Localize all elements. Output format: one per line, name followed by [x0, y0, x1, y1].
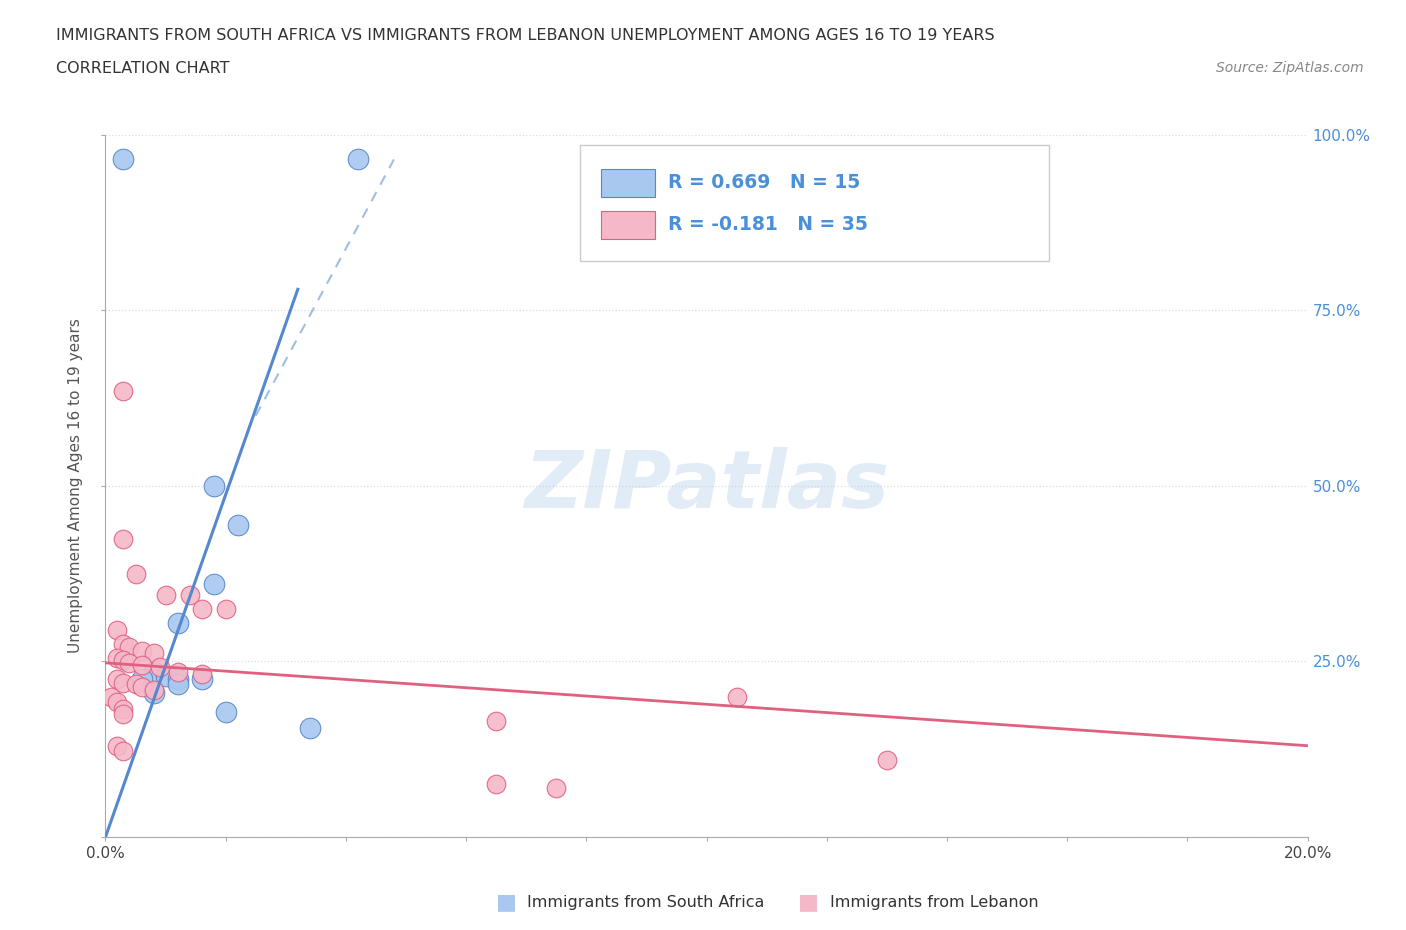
Y-axis label: Unemployment Among Ages 16 to 19 years: Unemployment Among Ages 16 to 19 years: [67, 318, 83, 654]
Point: [214, 705, 236, 720]
Point: [107, 671, 129, 686]
Point: [725, 689, 748, 704]
Point: [131, 658, 153, 672]
Bar: [600, 211, 655, 239]
Point: [485, 777, 508, 791]
Point: [876, 752, 898, 767]
Point: [226, 517, 249, 532]
Point: [112, 675, 135, 690]
Text: IMMIGRANTS FROM SOUTH AFRICA VS IMMIGRANTS FROM LEBANON UNEMPLOYMENT AMONG AGES : IMMIGRANTS FROM SOUTH AFRICA VS IMMIGRAN…: [56, 28, 995, 43]
Point: [142, 685, 165, 700]
Point: [148, 659, 170, 674]
Point: [112, 152, 135, 166]
Point: [142, 645, 165, 660]
Point: [485, 713, 508, 728]
Point: [112, 702, 135, 717]
Point: [166, 676, 188, 691]
Point: [100, 689, 122, 704]
Point: [190, 671, 212, 686]
Point: [124, 566, 146, 581]
Point: [107, 695, 129, 710]
Point: [124, 676, 146, 691]
Point: [142, 682, 165, 697]
Text: CORRELATION CHART: CORRELATION CHART: [56, 61, 229, 76]
Point: [107, 650, 129, 665]
Point: [118, 656, 141, 671]
Point: [112, 653, 135, 668]
Point: [131, 679, 153, 694]
Point: [166, 671, 188, 686]
Point: [118, 640, 141, 655]
Point: [131, 644, 153, 658]
Point: [202, 479, 225, 494]
Point: [179, 588, 201, 603]
Point: [131, 671, 153, 686]
Point: [347, 152, 370, 166]
Point: [546, 780, 568, 795]
Text: R = -0.181   N = 35: R = -0.181 N = 35: [668, 215, 868, 234]
Point: [112, 744, 135, 759]
Text: Immigrants from South Africa: Immigrants from South Africa: [527, 895, 765, 910]
Text: R = 0.669   N = 15: R = 0.669 N = 15: [668, 173, 860, 193]
Point: [214, 602, 236, 617]
Text: ■: ■: [799, 892, 818, 912]
Point: [155, 668, 177, 683]
Point: [190, 667, 212, 682]
Point: [142, 665, 165, 680]
Point: [298, 721, 321, 736]
Point: [166, 616, 188, 631]
Point: [166, 665, 188, 680]
Text: Source: ZipAtlas.com: Source: ZipAtlas.com: [1216, 61, 1364, 75]
Point: [155, 588, 177, 603]
Point: [202, 577, 225, 591]
Point: [112, 636, 135, 651]
Point: [112, 531, 135, 546]
Text: ■: ■: [496, 892, 516, 912]
Point: [112, 384, 135, 399]
Point: [190, 602, 212, 617]
Point: [107, 622, 129, 637]
Bar: [600, 168, 655, 196]
FancyBboxPatch shape: [581, 145, 1049, 261]
Text: Immigrants from Lebanon: Immigrants from Lebanon: [830, 895, 1038, 910]
Point: [107, 738, 129, 753]
Point: [112, 707, 135, 722]
Text: ZIPatlas: ZIPatlas: [524, 447, 889, 525]
